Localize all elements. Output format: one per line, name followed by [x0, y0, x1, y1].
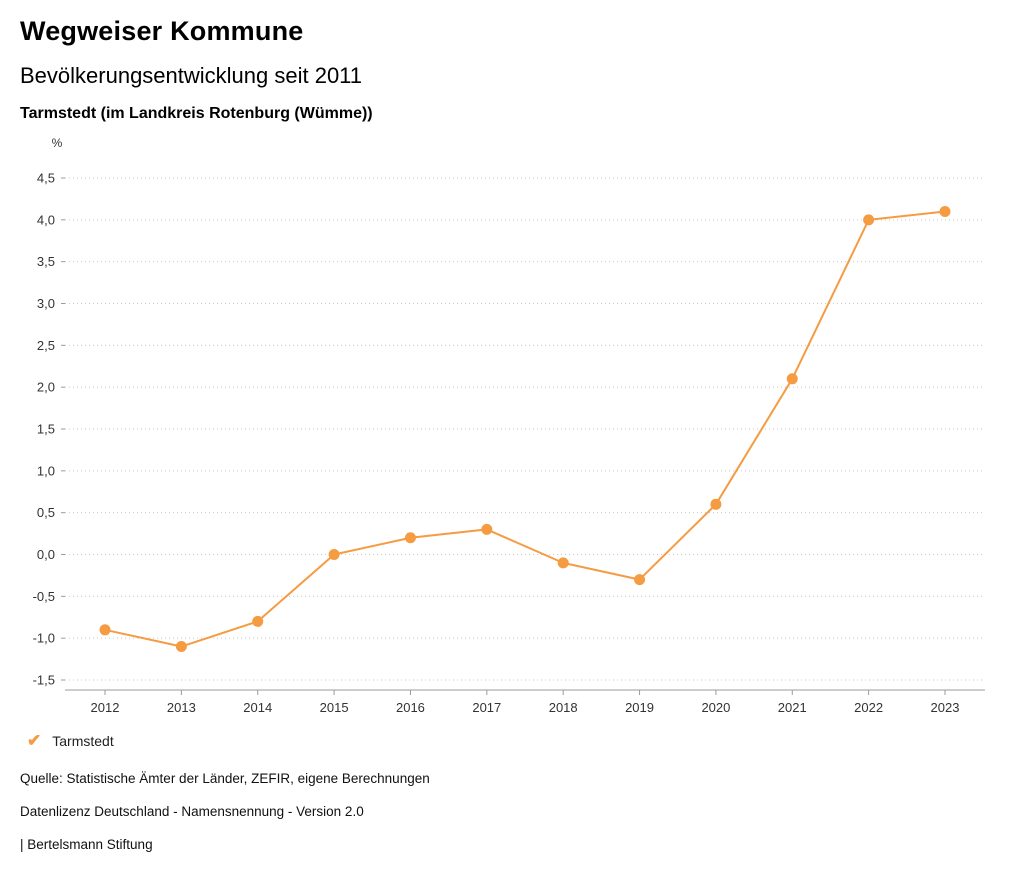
- y-tick-label: 3,5: [37, 254, 55, 269]
- x-tick-label: 2022: [854, 700, 883, 715]
- y-tick-label: 4,0: [37, 212, 55, 227]
- x-tick-label: 2016: [396, 700, 425, 715]
- data-point[interactable]: [939, 205, 951, 217]
- legend-item-tarmstedt[interactable]: Tarmstedt: [52, 732, 114, 749]
- data-point[interactable]: [557, 557, 569, 569]
- y-tick-label: 4,5: [37, 171, 55, 186]
- y-tick-label: 2,0: [37, 380, 55, 395]
- x-tick-label: 2019: [625, 700, 654, 715]
- x-tick-label: 2013: [167, 700, 196, 715]
- legend: ✔ Tarmstedt: [0, 732, 1024, 749]
- x-tick-label: 2017: [472, 700, 501, 715]
- y-tick-label: 1,0: [37, 463, 55, 478]
- y-tick-label: 0,0: [37, 547, 55, 562]
- x-tick-label: 2012: [91, 700, 120, 715]
- data-point[interactable]: [175, 641, 187, 653]
- chart-title: Bevölkerungsentwicklung seit 2011: [20, 63, 363, 88]
- check-icon[interactable]: ✔: [27, 731, 42, 750]
- x-tick-label: 2020: [701, 700, 730, 715]
- header: Wegweiser Kommune Bevölkerungsentwicklun…: [0, 0, 1024, 123]
- x-tick-label: 2021: [778, 700, 807, 715]
- y-tick-label: 1,5: [37, 422, 55, 437]
- line-chart: % 4,5 4,0 3,5 3,0 2,5 2,0 1,5 1,0 0,5 0,0 -0,5 -1,0 -…: [33, 136, 985, 715]
- data-point[interactable]: [786, 373, 798, 385]
- chart-container: % 4,5 4,0 3,5 3,0 2,5 2,0 1,5 1,0 0,5 0,0 -0,5 -1,0 -…: [0, 125, 1024, 730]
- page: Wegweiser Kommune Bevölkerungsentwicklun…: [0, 0, 1024, 852]
- data-point[interactable]: [481, 523, 493, 535]
- y-tick-label: -1,0: [33, 631, 55, 646]
- y-tick-label: 2,5: [37, 338, 55, 353]
- data-point[interactable]: [99, 624, 111, 636]
- attribution-text: | Bertelsmann Stiftung: [20, 837, 153, 852]
- x-tick-label: 2018: [549, 700, 578, 715]
- x-tick-label: 2023: [931, 700, 960, 715]
- page-title: Wegweiser Kommune: [20, 16, 304, 46]
- data-point[interactable]: [328, 549, 340, 560]
- data-point[interactable]: [710, 498, 722, 510]
- y-axis-unit-label: %: [52, 136, 63, 150]
- y-tick-label: 0,5: [37, 505, 55, 520]
- chart-region-subtitle: Tarmstedt (im Landkreis Rotenburg (Wümme…: [20, 105, 373, 122]
- data-point[interactable]: [863, 214, 875, 226]
- license-text: Datenlizenz Deutschland - Namensnennung …: [20, 804, 364, 819]
- data-point[interactable]: [634, 574, 646, 586]
- x-tick-label: 2015: [320, 700, 349, 715]
- y-tick-label: -1,5: [33, 673, 55, 688]
- y-tick-label: -0,5: [33, 589, 55, 604]
- data-point[interactable]: [252, 615, 264, 627]
- x-tick-label: 2014: [243, 700, 272, 715]
- y-tick-label: 3,0: [37, 296, 55, 311]
- data-point[interactable]: [404, 532, 416, 544]
- source-text: Quelle: Statistische Ämter der Länder, Z…: [20, 771, 430, 786]
- series-line: [104, 210, 946, 648]
- footer: Quelle: Statistische Ämter der Länder, Z…: [0, 771, 1024, 852]
